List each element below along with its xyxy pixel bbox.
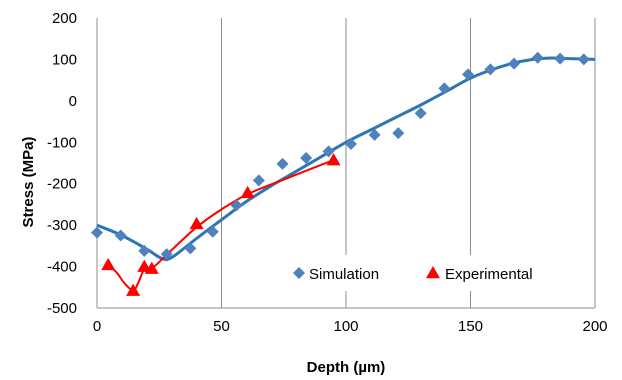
simulation-point	[114, 229, 127, 242]
simulation-point	[138, 244, 151, 257]
simulation-point	[230, 199, 243, 212]
x-tick-label: 100	[333, 318, 358, 335]
y-tick-labels: -500 -400 -300 -200 -100 0 100 200	[47, 10, 77, 317]
simulation-point	[414, 107, 427, 120]
y-tick-label: 200	[52, 10, 77, 27]
y-tick-label: 100	[52, 51, 77, 68]
legend-box	[268, 255, 572, 291]
simulation-point	[508, 57, 521, 70]
legend-simulation-label: Simulation	[309, 266, 379, 283]
x-tick-label: 50	[213, 318, 230, 335]
experimental-point	[144, 261, 159, 274]
experimental-point	[189, 216, 204, 230]
simulation-point	[276, 157, 289, 170]
y-tick-label: 0	[69, 93, 77, 110]
simulation-point	[252, 174, 265, 187]
simulation-point	[577, 53, 590, 66]
legend: Simulation Experimental	[268, 255, 572, 291]
legend-experimental-label: Experimental	[445, 266, 533, 283]
simulation-point	[438, 82, 451, 95]
axes	[96, 18, 595, 309]
y-tick-label: -400	[47, 259, 77, 276]
y-tick-label: -100	[47, 134, 77, 151]
legend-simulation-marker	[293, 267, 305, 279]
simulation-point	[368, 128, 381, 141]
simulation-fit-line	[96, 56, 596, 262]
simulation-point	[462, 68, 475, 81]
x-tick-labels: 0 50 100 150 200	[93, 318, 608, 335]
simulation-point	[554, 52, 567, 65]
experimental-point	[326, 153, 341, 166]
simulation-point	[206, 225, 219, 238]
simulation-point	[322, 145, 335, 158]
simulation-point	[531, 51, 544, 64]
simulation-point	[91, 226, 103, 239]
y-axis-title: Stress (MPa)	[20, 137, 37, 228]
simulation-point	[300, 152, 313, 165]
experimental-point	[126, 283, 141, 296]
simulation-point	[184, 242, 197, 255]
y-tick-label: -300	[47, 217, 77, 234]
simulation-point	[392, 127, 405, 140]
x-tick-label: 150	[458, 318, 483, 335]
legend-simulation-diamond	[293, 267, 305, 279]
legend-experimental-marker	[426, 266, 440, 279]
simulation-point	[344, 137, 357, 150]
simulation-point	[160, 248, 173, 261]
data-markers	[91, 51, 590, 296]
y-tick-label: -500	[47, 300, 77, 317]
simulation-point	[484, 63, 497, 76]
legend-experimental-triangle	[426, 266, 440, 279]
x-axis-title: Depth (µm)	[307, 359, 386, 376]
x-tick-label: 0	[93, 318, 101, 335]
x-tick-label: 200	[582, 318, 607, 335]
y-tick-label: -200	[47, 176, 77, 193]
experimental-point	[101, 257, 116, 271]
experimental-point	[240, 185, 255, 199]
